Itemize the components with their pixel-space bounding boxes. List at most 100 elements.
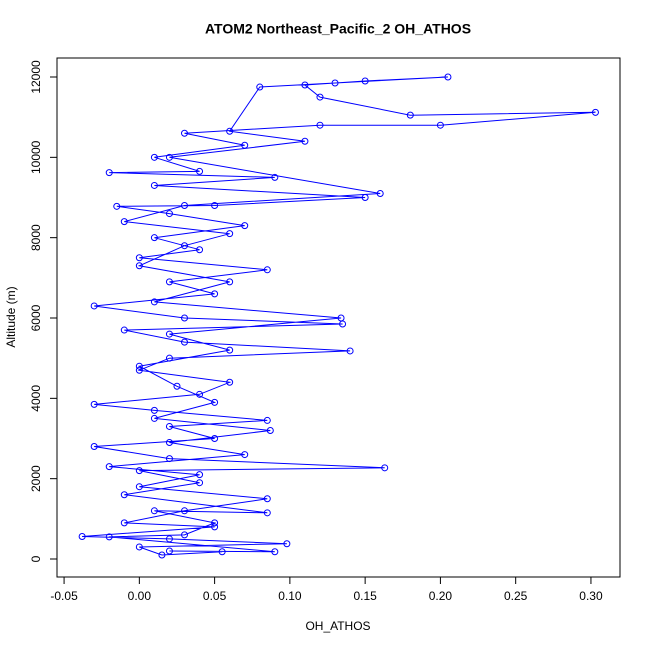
series-line	[82, 76, 596, 556]
data-point	[196, 390, 204, 398]
y-tick-label: 12000	[29, 60, 43, 94]
x-tick-label: 0.15	[353, 589, 377, 603]
data-point	[361, 77, 369, 85]
data-point	[406, 111, 414, 119]
y-tick-label: 6000	[29, 304, 43, 331]
x-tick-label: 0.25	[504, 589, 528, 603]
data-point	[105, 169, 113, 177]
data-point	[181, 242, 189, 250]
data-point	[181, 531, 189, 539]
y-tick-label: 0	[29, 555, 43, 562]
chart-title: ATOM2 Northeast_Pacific_2 OH_ATHOS	[205, 21, 471, 37]
data-point	[263, 495, 271, 503]
data-point	[181, 507, 189, 515]
data-point	[226, 346, 234, 354]
data-point	[135, 483, 143, 491]
data-point	[271, 548, 279, 556]
data-point	[181, 202, 189, 210]
data-point	[165, 439, 173, 447]
data-point	[436, 121, 444, 129]
y-tick-label: 2000	[29, 465, 43, 492]
data-point	[211, 202, 219, 210]
data-point	[150, 181, 158, 189]
x-tick-label: 0.20	[429, 589, 453, 603]
data-point	[218, 548, 226, 556]
data-point	[316, 121, 324, 129]
data-point	[196, 471, 204, 479]
data-point	[165, 210, 173, 218]
data-point	[165, 422, 173, 430]
data-point	[150, 507, 158, 515]
data-point	[376, 189, 384, 197]
data-point	[181, 338, 189, 346]
data-point	[165, 354, 173, 362]
data-point	[165, 547, 173, 555]
data-point	[381, 464, 389, 472]
data-point	[196, 167, 204, 175]
data-point	[150, 153, 158, 161]
data-point	[90, 400, 98, 408]
data-point	[150, 406, 158, 414]
x-axis-label: OH_ATHOS	[305, 619, 370, 633]
data-point	[173, 382, 181, 390]
data-point	[165, 455, 173, 463]
data-point	[165, 153, 173, 161]
data-point	[196, 246, 204, 254]
data-point	[158, 551, 166, 559]
data-point	[271, 173, 279, 181]
data-point	[301, 137, 309, 145]
y-tick-label: 4000	[29, 385, 43, 412]
data-point	[361, 194, 369, 202]
y-tick-label: 8000	[29, 224, 43, 251]
plot-frame	[56, 57, 621, 578]
data-point	[105, 463, 113, 471]
data-point	[211, 290, 219, 298]
data-point	[263, 509, 271, 517]
data-point	[120, 218, 128, 226]
x-tick-label: 0.00	[128, 589, 152, 603]
data-point	[301, 81, 309, 89]
data-point	[346, 347, 354, 355]
data-point	[211, 435, 219, 443]
data-point	[241, 222, 249, 230]
data-point	[150, 298, 158, 306]
data-point	[181, 129, 189, 137]
data-point	[444, 73, 452, 81]
data-point	[150, 234, 158, 242]
data-point	[226, 278, 234, 286]
data-point	[90, 443, 98, 451]
data-point	[135, 467, 143, 475]
data-point	[135, 362, 143, 370]
data-point	[266, 426, 274, 434]
data-point	[211, 398, 219, 406]
data-point	[591, 108, 599, 116]
data-point	[135, 262, 143, 270]
data-point	[226, 230, 234, 238]
x-tick-label: 0.30	[579, 589, 603, 603]
x-tick-label: 0.05	[203, 589, 227, 603]
data-point	[331, 79, 339, 87]
data-point	[181, 314, 189, 322]
data-point	[120, 491, 128, 499]
data-point	[120, 326, 128, 334]
data-point	[165, 535, 173, 543]
data-point	[90, 302, 98, 310]
data-point	[120, 519, 128, 527]
data-point	[135, 543, 143, 551]
data-point	[226, 378, 234, 386]
data-point	[283, 540, 291, 548]
data-point	[196, 479, 204, 487]
data-point	[316, 93, 324, 101]
data-point	[78, 533, 86, 541]
data-point	[105, 533, 113, 541]
data-point	[113, 202, 121, 210]
data-point	[135, 254, 143, 262]
data-point	[263, 266, 271, 274]
data-point	[263, 416, 271, 424]
data-point	[211, 519, 219, 527]
x-tick-label: 0.10	[278, 589, 302, 603]
data-point	[241, 451, 249, 459]
data-point	[241, 141, 249, 149]
data-point	[150, 414, 158, 422]
